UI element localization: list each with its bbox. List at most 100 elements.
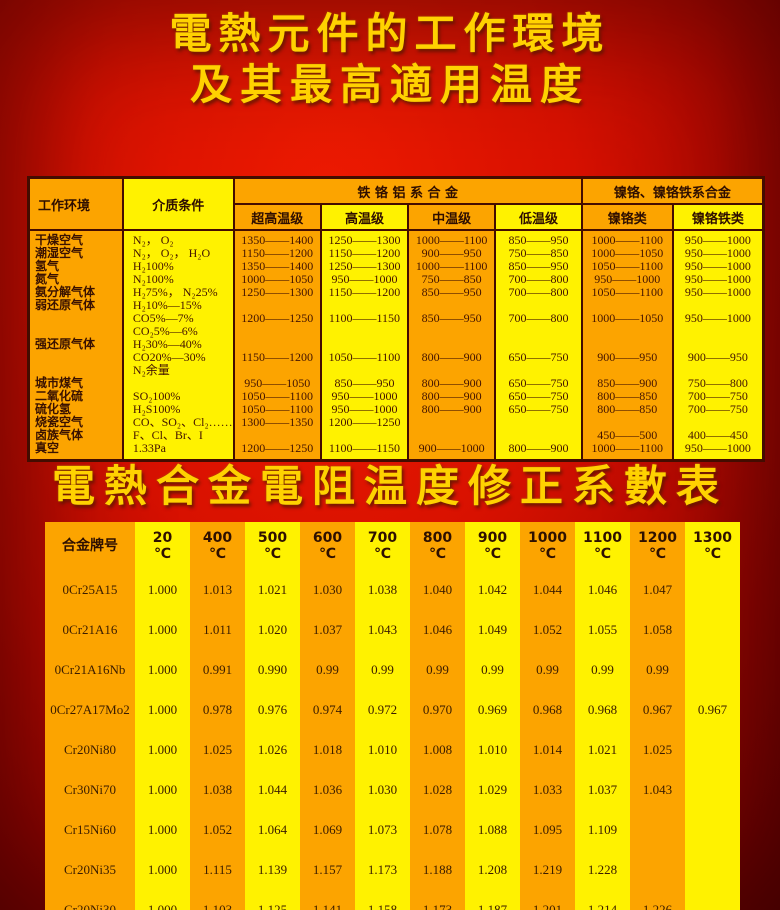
coef-value: 1.043 <box>630 770 685 810</box>
coef-value: 1.020 <box>245 610 300 650</box>
env-cell-medium: CO₂5%—6% <box>121 325 234 338</box>
coef-header-temp: 1200 ℃ <box>630 522 685 570</box>
coef-value: 1.026 <box>245 730 300 770</box>
env-row: 城市煤气 950——1050 850——950 800——900 650——750 850… <box>27 377 764 390</box>
env-cell-temp-range <box>580 325 673 338</box>
env-cell-temp-range <box>494 325 582 338</box>
coef-value: 0.990 <box>245 650 300 690</box>
coef-header-temp: 1000 ℃ <box>520 522 575 570</box>
coef-value: 0.978 <box>190 690 245 730</box>
coef-header-temp: 900 ℃ <box>465 522 520 570</box>
coef-value: 1.010 <box>465 730 520 770</box>
env-cell-temp-range <box>580 416 673 429</box>
env-cell-temp-range: 650——750 <box>494 351 582 364</box>
env-cell-temp-range <box>232 364 321 377</box>
env-cell-temp-range: 1050——1100 <box>319 351 409 364</box>
coef-row: 0Cr27A17Mo2 1.000 0.978 0.976 0.974 0.972 0.97… <box>45 690 740 730</box>
coef-alloy-grade: Cr20Ni80 <box>45 730 135 770</box>
env-cell-environment: 真空 <box>27 442 123 461</box>
env-cell-temp-range: 850——950 <box>494 230 582 247</box>
env-row: 二氧化硫 SO₂100% 1050——1100 950——1000 800——900 65… <box>27 390 764 403</box>
coef-header-temp: 400 ℃ <box>190 522 245 570</box>
env-cell-temp-range: 1150——1200 <box>232 247 321 260</box>
env-row: 潮湿空气 N₂， O₂， H₂O 1150——1200 1150——1200 900——… <box>27 247 764 260</box>
coef-alloy-grade: 0Cr25A15 <box>45 570 135 610</box>
coef-header-row: 合金牌号 20 ℃ 400 ℃ 500 ℃ 600 ℃ 700 ℃ 800 ℃ 900 ℃ 1000 ℃ 110… <box>45 522 740 570</box>
env-cell-temp-range: 800——850 <box>580 403 673 416</box>
env-cell-temp-range <box>319 325 409 338</box>
env-cell-temp-range <box>319 299 409 312</box>
coef-alloy-grade: Cr15Ni60 <box>45 810 135 850</box>
env-cell-temp-range <box>671 325 764 338</box>
coef-row: 0Cr25A15 1.000 1.013 1.021 1.030 1.038 1.040 1.… <box>45 570 740 610</box>
env-cell-temp-range: 1050——1100 <box>580 260 673 273</box>
env-cell-temp-range: 950——1000 <box>671 312 764 325</box>
env-cell-environment <box>27 325 123 338</box>
env-row: 氢气 H₂100% 1350——1400 1250——1300 1000——1100 85… <box>27 260 764 273</box>
coef-row: 0Cr21A16 1.000 1.011 1.020 1.037 1.043 1.046 1.… <box>45 610 740 650</box>
env-cell-temp-range: 1250——1300 <box>319 260 409 273</box>
coef-value: 1.141 <box>300 890 355 910</box>
env-cell-temp-range: 1000——1050 <box>232 273 321 286</box>
coef-value: 1.000 <box>135 650 190 690</box>
coef-row: Cr20Ni35 1.000 1.115 1.139 1.157 1.173 1.188 1.… <box>45 850 740 890</box>
env-cell-temp-range: 1150——1200 <box>319 286 409 299</box>
coef-table: 合金牌号 20 ℃ 400 ℃ 500 ℃ 600 ℃ 700 ℃ 800 ℃ 900 ℃ 1000 ℃ 110… <box>45 522 740 910</box>
env-cell-temp-range: 950——1000 <box>671 247 764 260</box>
env-header-nicr-type: 镍铬类 <box>580 204 673 231</box>
coef-value: 1.037 <box>575 770 630 810</box>
coef-value: 1.011 <box>190 610 245 650</box>
env-row: 强还原气体 H₂30%—40% <box>27 338 764 351</box>
coef-value: 1.000 <box>135 730 190 770</box>
coef-value: 1.025 <box>190 730 245 770</box>
env-cell-temp-range: 950——1000 <box>671 273 764 286</box>
coef-value: 1.021 <box>575 730 630 770</box>
coef-value: 1.187 <box>465 890 520 910</box>
env-cell-temp-range: 1100——1150 <box>319 312 409 325</box>
env-row: CO₂5%—6% <box>27 325 764 338</box>
env-row: 卤族气体 F、Cl、Br、I 450——500 400——450 <box>27 429 764 442</box>
env-cell-temp-range <box>580 338 673 351</box>
coef-value: 1.173 <box>410 890 465 910</box>
env-cell-medium: H₂S100% <box>121 403 234 416</box>
env-cell-temp-range: 900——950 <box>407 247 496 260</box>
coef-row: Cr20Ni30 1.000 1.103 1.125 1.141 1.158 1.173 1.… <box>45 890 740 910</box>
coef-value: 1.188 <box>410 850 465 890</box>
env-row: 弱还原气体 H₂10%—15% <box>27 299 764 312</box>
env-cell-temp-range: 1000——1050 <box>580 247 673 260</box>
coef-value: 1.078 <box>410 810 465 850</box>
coef-value: 1.173 <box>355 850 410 890</box>
coef-value: 0.967 <box>685 690 740 730</box>
env-cell-temp-range: 950——1000 <box>319 390 409 403</box>
env-cell-temp-range: 1200——1250 <box>319 416 409 429</box>
coef-value: 1.000 <box>135 690 190 730</box>
coef-header-temp: 800 ℃ <box>410 522 465 570</box>
env-cell-environment: 硫化氢 <box>27 403 123 416</box>
coef-value: 0.99 <box>300 650 355 690</box>
env-cell-environment: 氢气 <box>27 260 123 273</box>
env-cell-temp-range <box>494 429 582 442</box>
coef-value: 1.095 <box>520 810 575 850</box>
env-cell-environment: 卤族气体 <box>27 429 123 442</box>
coef-value: 0.974 <box>300 690 355 730</box>
main-title-line1: 電熱元件的工作環境 <box>169 9 611 58</box>
sub-title: 電熱合金電阻温度修正系數表 <box>52 462 728 512</box>
env-cell-temp-range <box>671 416 764 429</box>
coef-value <box>685 730 740 770</box>
coef-value: 0.99 <box>520 650 575 690</box>
coef-value: 1.088 <box>465 810 520 850</box>
coef-value: 1.018 <box>300 730 355 770</box>
env-cell-temp-range: 700——750 <box>671 403 764 416</box>
env-cell-medium: 1.33Pa <box>121 442 234 461</box>
env-cell-environment: 烧瓷空气 <box>27 416 123 429</box>
coef-value: 1.000 <box>135 890 190 910</box>
env-cell-temp-range: 1150——1200 <box>232 351 321 364</box>
env-header-medium: 介质条件 <box>121 177 234 231</box>
env-row: 氮气 N₂100% 1000——1050 950——1000 750——850 700——… <box>27 273 764 286</box>
env-cell-temp-range: 1000——1100 <box>580 442 673 461</box>
env-cell-temp-range: 450——500 <box>580 429 673 442</box>
env-cell-temp-range: 1250——1300 <box>319 230 409 247</box>
coef-value <box>685 890 740 910</box>
coef-alloy-grade: Cr20Ni30 <box>45 890 135 910</box>
coef-header-temp: 700 ℃ <box>355 522 410 570</box>
